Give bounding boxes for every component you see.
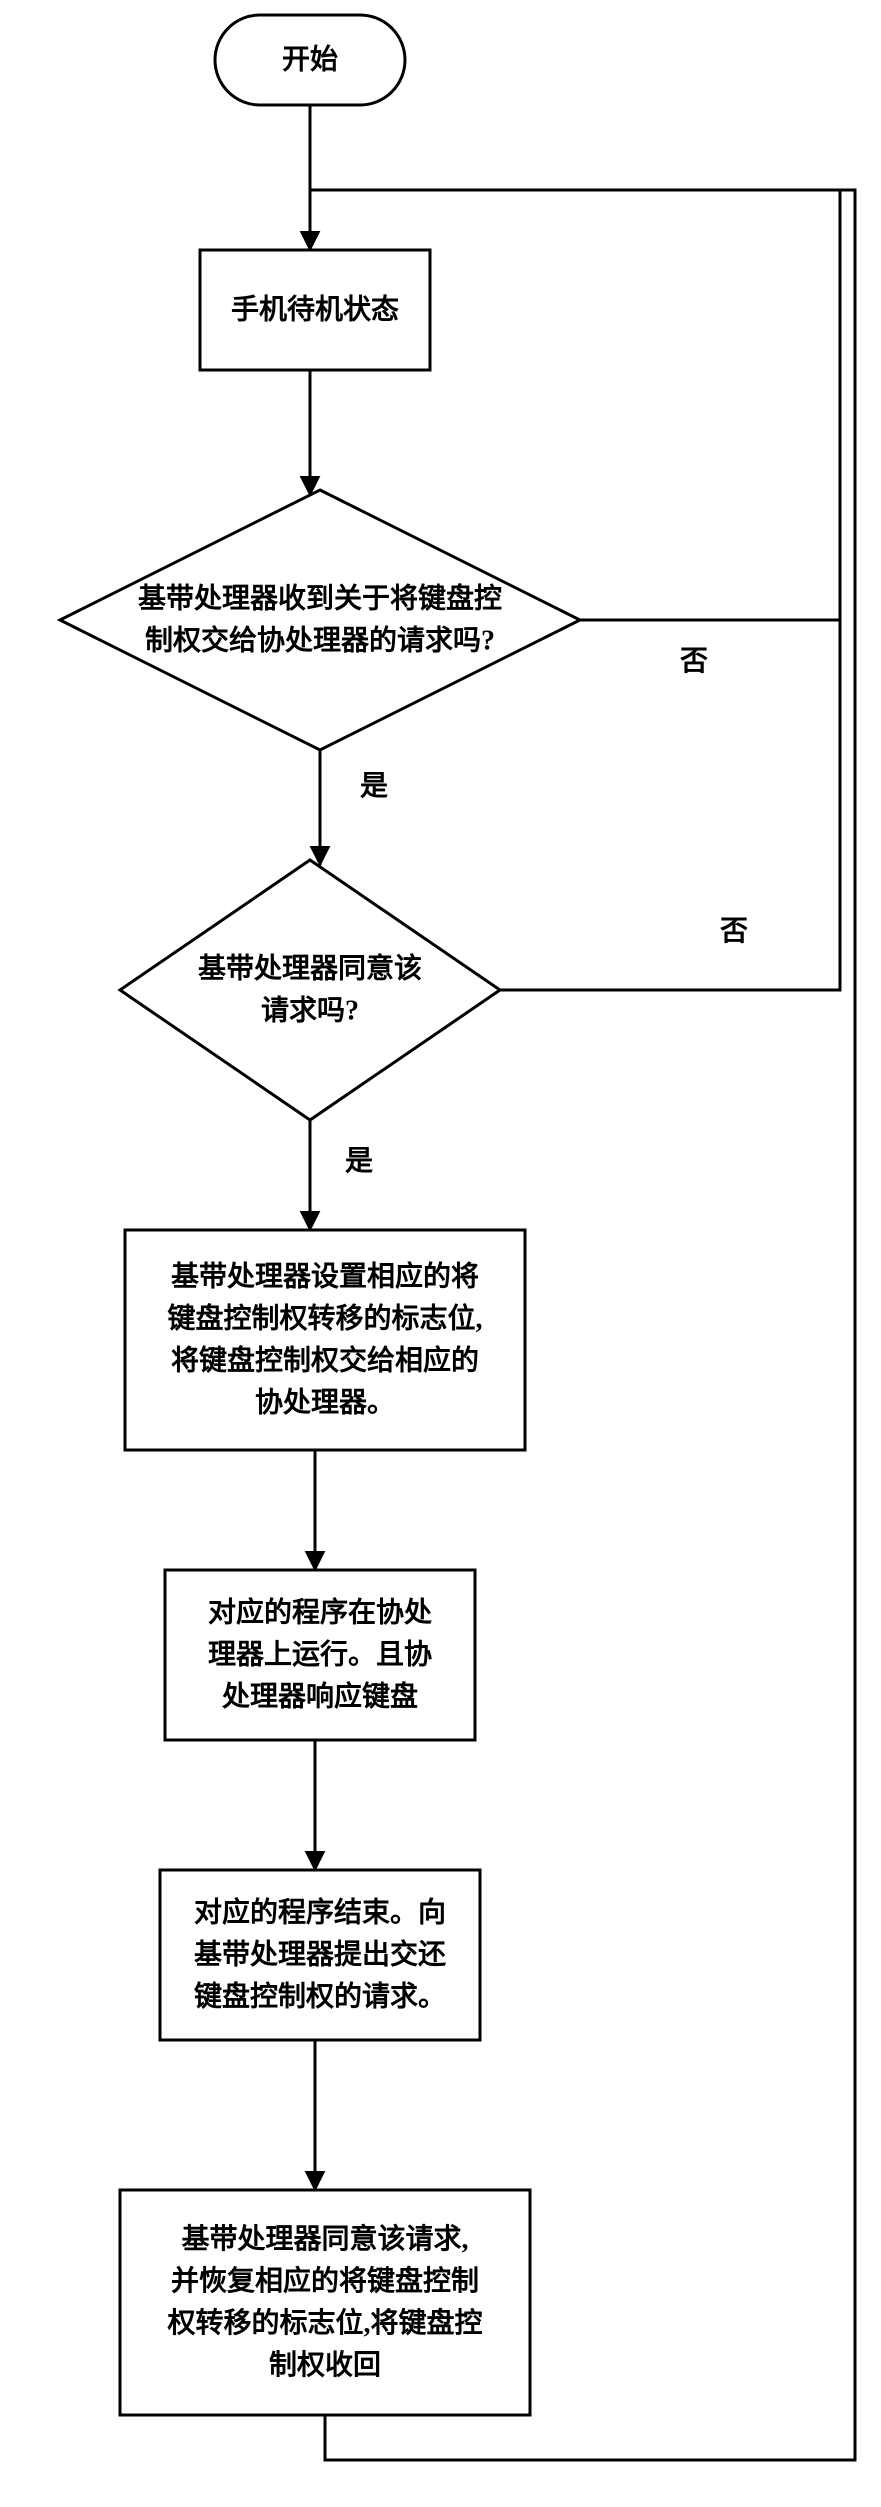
p4-line-1: 并恢复相应的将键盘控制 xyxy=(171,2264,479,2297)
p2-line-2: 处理器响应键盘 xyxy=(221,1680,418,1713)
edge-d2_no xyxy=(500,620,840,990)
d1-line-1: 制权交给协处理器的请求吗? xyxy=(145,624,495,657)
p3-line-2: 键盘控制权的请求。 xyxy=(194,1980,446,2013)
d1-line-0: 基带处理器收到关于将键盘控 xyxy=(138,582,502,615)
p1-line-3: 协处理器。 xyxy=(255,1387,395,1419)
node-p3: 对应的程序结束。向基带处理器提出交还键盘控制权的请求。 xyxy=(160,1870,480,2040)
p2-line-1: 理器上运行。且协 xyxy=(208,1638,432,1671)
node-p4: 基带处理器同意该请求, 并恢复相应的将键盘控制权转移的标志位,将键盘控制权收回 xyxy=(120,2190,530,2415)
node-d2: 基带处理器同意该请求吗? xyxy=(120,860,500,1120)
node-p2: 对应的程序在协处理器上运行。且协处理器响应键盘 xyxy=(165,1570,475,1740)
p1-line-1: 键盘控制权转移的标志位, xyxy=(167,1302,482,1335)
node-p1: 基带处理器设置相应的将键盘控制权转移的标志位, 将键盘控制权交给相应的协处理器。 xyxy=(125,1230,525,1450)
label-d2_no: 否 xyxy=(720,916,748,947)
p3-line-0: 对应的程序结束。向 xyxy=(194,1896,446,1929)
edge-d1_no xyxy=(310,190,840,620)
p4-line-0: 基带处理器同意该请求, xyxy=(181,2222,468,2255)
node-start: 开始 xyxy=(215,15,405,105)
p4-line-3: 制权收回 xyxy=(269,2349,381,2381)
d2-line-1: 请求吗? xyxy=(261,995,359,1027)
d2-line-0: 基带处理器同意该 xyxy=(198,952,422,985)
node-d1: 基带处理器收到关于将键盘控制权交给协处理器的请求吗? xyxy=(60,490,580,750)
node-idle: 手机待机状态 xyxy=(200,250,430,370)
idle-line-0: 手机待机状态 xyxy=(231,294,399,326)
p2-line-0: 对应的程序在协处 xyxy=(208,1596,432,1629)
p4-line-2: 权转移的标志位,将键盘控 xyxy=(166,2306,482,2339)
label-d1_no: 否 xyxy=(680,646,708,677)
p3-line-1: 基带处理器提出交还 xyxy=(194,1938,447,1971)
label-d2_yes: 是 xyxy=(345,1146,373,1177)
p1-line-0: 基带处理器设置相应的将 xyxy=(171,1260,479,1293)
label-d1_yes: 是 xyxy=(360,771,388,802)
start-label: 开始 xyxy=(282,44,338,76)
p1-line-2: 将键盘控制权交给相应的 xyxy=(171,1344,479,1377)
